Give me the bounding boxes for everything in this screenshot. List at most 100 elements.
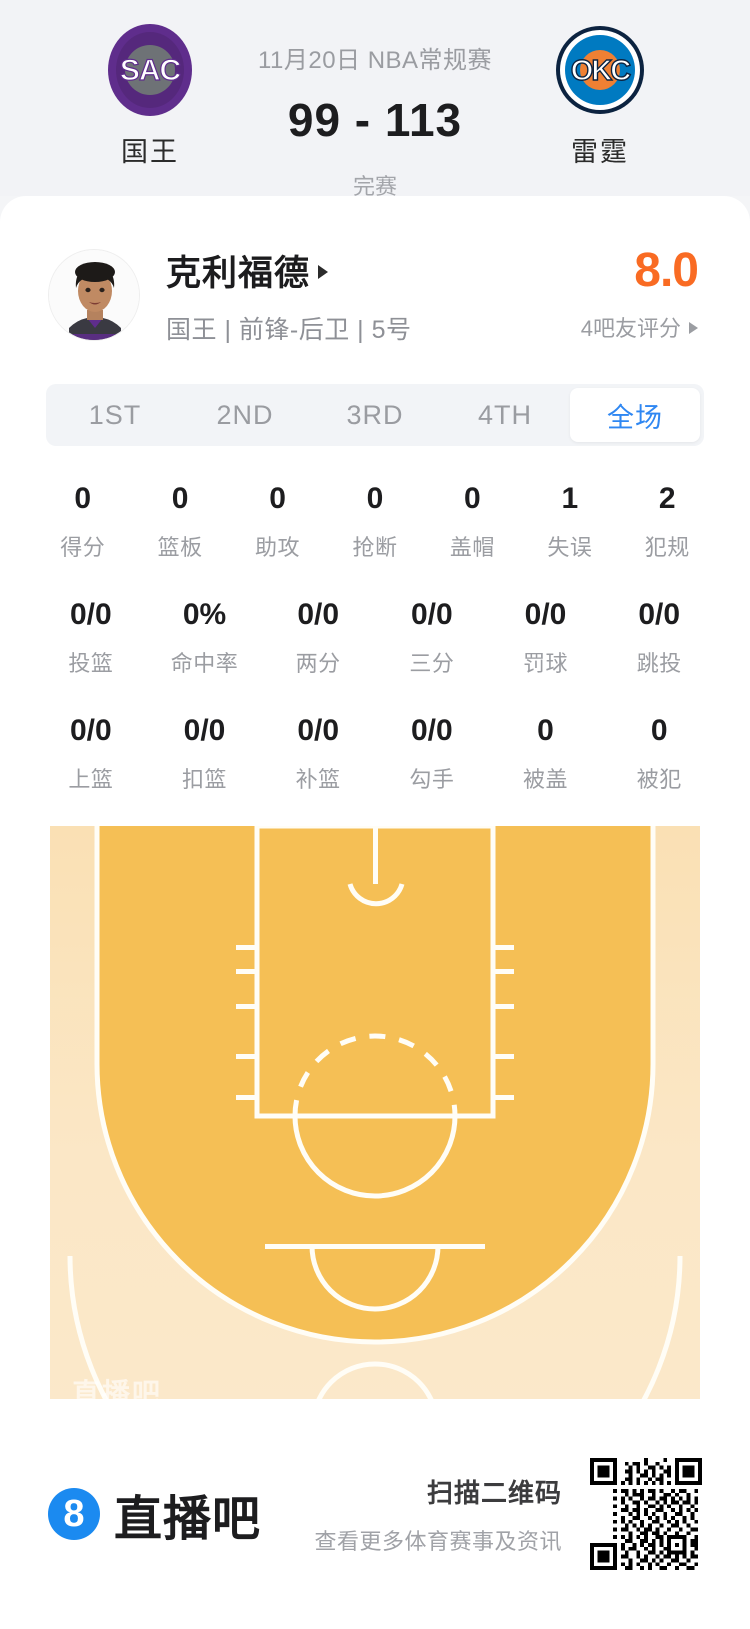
stat-value: 0/0 [297, 714, 340, 747]
home-team[interactable]: SAC 国王 [60, 22, 240, 169]
stats-block: 0 得分 0 篮板 0 助攻 0 抢断 0 盖帽 [0, 482, 750, 794]
scan-subtitle: 查看更多体育赛事及资讯 [314, 1528, 562, 1554]
stat-assists: 0 助攻 [229, 482, 326, 562]
period-tabs: 1ST 2ND 3RD 4TH 全场 [46, 384, 704, 446]
chevron-right-small-icon [689, 322, 698, 334]
stat-label: 犯规 [644, 535, 690, 560]
player-meta: 国王 | 前锋-后卫 | 5号 [166, 315, 412, 344]
tab-1st[interactable]: 1ST [88, 399, 142, 430]
scan-texts: 扫描二维码 查看更多体育赛事及资讯 [314, 1473, 562, 1556]
brand-badge-icon: 8 [48, 1488, 100, 1540]
stat-fouls: 2 犯规 [619, 482, 716, 562]
stat-rebounds: 0 篮板 [131, 482, 228, 562]
stat-two-pointers: 0/0 两分 [261, 598, 375, 678]
tab-4th[interactable]: 4TH [477, 399, 532, 430]
stat-label: 篮板 [157, 535, 203, 560]
shot-chart-court[interactable]: 直播吧 [50, 826, 700, 1426]
rating-value: 8.0 [634, 244, 699, 297]
match-meta: 11月20日 NBA常规赛 [257, 47, 493, 74]
tab-full-game[interactable]: 全场 [570, 388, 700, 442]
stat-points: 0 得分 [34, 482, 131, 562]
stat-shots-blocked: 0 被盖 [489, 714, 603, 794]
stat-label: 补篮 [295, 767, 341, 792]
scan-title: 扫描二维码 [426, 1477, 562, 1508]
stat-value: 0/0 [524, 598, 567, 631]
stat-value: 0 [74, 482, 92, 515]
stat-value: 0/0 [638, 598, 681, 631]
player-headshot-icon [49, 250, 139, 340]
stat-row-shot-types: 0/0 上篮 0/0 扣篮 0/0 补篮 0/0 勾手 0 被盖 [34, 714, 716, 794]
stat-turnovers: 1 失误 [521, 482, 618, 562]
stat-label: 罚球 [523, 651, 569, 676]
match-center-info: 11月20日 NBA常规赛 99 - 113 完赛 [240, 22, 510, 201]
stat-label: 投篮 [68, 651, 114, 676]
tab-3rd[interactable]: 3RD [346, 399, 404, 430]
player-row: 克利福德 国王 | 前锋-后卫 | 5号 8.0 4吧友评分 [0, 196, 750, 346]
stat-label: 勾手 [409, 767, 455, 792]
stat-value: 2 [658, 482, 676, 515]
stat-label: 命中率 [170, 651, 239, 676]
stat-label: 三分 [409, 651, 455, 676]
stat-putbacks: 0/0 补篮 [261, 714, 375, 794]
stat-dunks: 0/0 扣篮 [148, 714, 262, 794]
match-status: 完赛 [352, 174, 397, 199]
stat-value: 0 [171, 482, 189, 515]
brand-name: 直播吧 [114, 1493, 262, 1546]
stat-value: 0/0 [410, 714, 453, 747]
stat-label: 被盖 [523, 767, 569, 792]
brand-logo[interactable]: 8 直播吧 [48, 1479, 261, 1549]
player-avatar[interactable] [48, 249, 140, 341]
player-rating[interactable]: 8.0 4吧友评分 [581, 247, 702, 343]
sac-kings-logo-icon: SAC [108, 24, 192, 116]
stat-fouls-drawn: 0 被犯 [602, 714, 716, 794]
stat-label: 助攻 [255, 535, 301, 560]
stat-field-goals: 0/0 投篮 [34, 598, 148, 678]
app-footer: 8 直播吧 扫描二维码 查看更多体育赛事及资讯 [0, 1399, 750, 1629]
stat-blocks: 0 盖帽 [424, 482, 521, 562]
stat-hook-shots: 0/0 勾手 [375, 714, 489, 794]
player-info: 克利福德 国王 | 前锋-后卫 | 5号 [166, 245, 581, 346]
stat-label: 被犯 [636, 767, 682, 792]
stat-three-pointers: 0/0 三分 [375, 598, 489, 678]
qr-code-icon[interactable] [590, 1458, 702, 1570]
stat-value: 0/0 [183, 714, 226, 747]
stat-steals: 0 抢断 [326, 482, 423, 562]
stat-value: 0% [182, 598, 227, 631]
stat-label: 失误 [547, 535, 593, 560]
stat-row-shooting: 0/0 投篮 0% 命中率 0/0 两分 0/0 三分 0/0 罚球 [34, 598, 716, 678]
rating-label: 4吧友评分 [580, 316, 681, 341]
tab-2nd[interactable]: 2ND [216, 399, 274, 430]
stat-fg-percent: 0% 命中率 [148, 598, 262, 678]
stat-value: 0 [537, 714, 554, 747]
home-team-name: 国王 [121, 137, 179, 167]
stat-row-basic: 0 得分 0 篮板 0 助攻 0 抢断 0 盖帽 [34, 482, 716, 562]
player-name-line[interactable]: 克利福德 [166, 245, 581, 296]
stat-label: 得分 [60, 535, 106, 560]
svg-text:OKC: OKC [571, 55, 632, 87]
match-score: 99 - 113 [287, 94, 463, 146]
match-header: SAC 国王 11月20日 NBA常规赛 99 - 113 完赛 OKC 雷霆 [0, 0, 750, 199]
away-team[interactable]: OKC 雷霆 [510, 22, 690, 169]
stat-value: 0 [269, 482, 286, 515]
stat-value: 0 [464, 482, 481, 515]
stat-value: 0 [366, 482, 384, 515]
stat-label: 跳投 [636, 651, 682, 676]
okc-thunder-logo-icon: OKC [556, 26, 644, 114]
stat-value: 0/0 [69, 598, 112, 631]
stat-label: 上篮 [68, 767, 114, 792]
stat-layups: 0/0 上篮 [34, 714, 148, 794]
stat-free-throws: 0/0 罚球 [489, 598, 603, 678]
stat-label: 盖帽 [449, 535, 495, 560]
rating-label-line[interactable]: 4吧友评分 [581, 311, 698, 343]
player-name: 克利福德 [166, 253, 311, 293]
qr-section: 扫描二维码 查看更多体育赛事及资讯 [314, 1458, 702, 1570]
stat-label: 抢断 [352, 535, 398, 560]
stat-value: 0 [650, 714, 668, 747]
stat-value: 1 [561, 482, 579, 515]
svg-text:SAC: SAC [120, 54, 181, 87]
away-team-name: 雷霆 [571, 137, 629, 167]
stat-value: 0/0 [297, 598, 340, 631]
stat-value: 0/0 [410, 598, 453, 631]
player-card: 克利福德 国王 | 前锋-后卫 | 5号 8.0 4吧友评分 1ST 2ND 3… [0, 196, 750, 1629]
